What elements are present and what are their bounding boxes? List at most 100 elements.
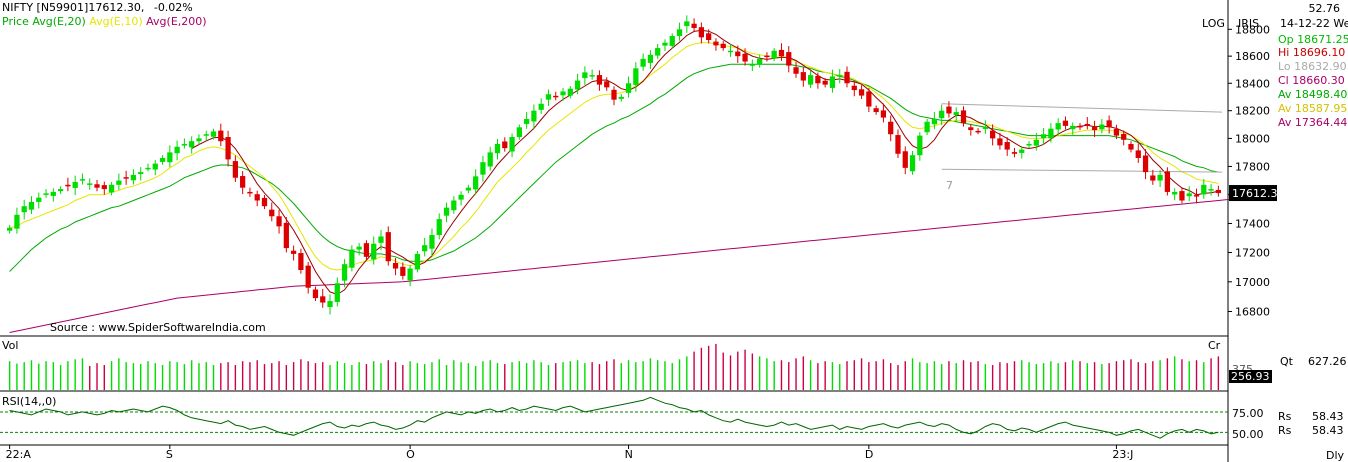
volume-bar [67,361,69,390]
volume-bar [59,365,62,390]
candle [640,53,646,71]
candle-body [436,219,442,236]
x-tick-label: S [166,448,173,461]
candle [298,248,304,274]
current-price-label: 17612.3 [1232,187,1278,200]
volume-bar [460,362,462,390]
volume-bar [1064,362,1067,390]
interval-label[interactable]: Dly [1326,449,1345,462]
trendline-label: 7 [946,179,953,192]
volume-bars [8,343,1220,390]
volume-bar [110,361,113,390]
candle-body [422,245,428,252]
candle-body [1121,133,1127,140]
candle [1193,188,1200,204]
candle [706,29,712,44]
iris-button[interactable]: IRIS [1238,17,1260,30]
candle [79,173,86,185]
candle [931,112,938,130]
volume-bar [1181,359,1183,390]
candle [181,138,188,149]
candle [429,228,435,256]
volume-bar [438,359,440,390]
legend-price: Price [2,15,29,28]
candle-body [14,214,20,229]
candle-body [356,246,362,250]
candle [662,39,668,52]
candle-body [130,174,137,181]
candle [1186,186,1192,202]
candle [1048,123,1054,143]
volume-bar [1093,362,1096,390]
y-tick-label: 18600 [1235,50,1270,63]
volume-bar [649,358,652,390]
candle [1128,141,1134,153]
volume-bar [584,363,586,390]
volume-bar [431,362,433,390]
candle-body [851,85,857,91]
volume-bar [620,363,622,390]
candle-body [625,83,632,93]
log-scale-button[interactable]: LOG [1202,17,1225,30]
candle [203,130,209,141]
candle [1215,185,1221,197]
volume-bar [1115,361,1118,390]
candle [473,169,479,195]
volume-bar [664,361,666,390]
volume-bar [176,362,178,390]
candle [509,133,515,158]
volume-bar [8,361,11,390]
volume-bar [598,364,601,390]
volume-bar [314,363,317,390]
volume-bar [89,366,91,390]
volume-bar [1072,360,1074,390]
candle [560,88,566,101]
candle-body [50,191,56,196]
candle [152,160,158,176]
candle-body [1157,174,1163,181]
candle-body [1019,149,1025,153]
candle [727,44,734,57]
candle-body [1215,189,1221,194]
volume-right-label: Cr [1208,339,1221,352]
candle [844,66,850,88]
candle-body [341,264,348,281]
candle-body [240,176,246,188]
candle-body [167,152,173,163]
candle [1135,143,1141,163]
candle-body [982,127,988,129]
volume-bar [707,345,710,390]
volume-bar [555,363,557,390]
panel-dividers [0,0,1229,462]
candle [1201,179,1207,199]
candle-body [28,201,35,210]
candle [276,209,282,234]
candle-body [138,172,144,175]
candle [480,155,486,182]
volume-bar [212,365,215,390]
volume-bar [729,355,732,390]
volume-bar [948,361,950,390]
candle [939,104,945,126]
candle [1055,118,1061,136]
candle [574,73,581,95]
candle [320,288,326,308]
price-label: 17612.30, [88,1,145,14]
volume-bar [940,364,943,390]
candle-body [1193,195,1200,197]
candle-body [837,75,843,77]
volume-bar [889,363,892,390]
candle [997,132,1003,150]
volume-bar [882,359,885,390]
candle [349,245,355,272]
candle-body [232,161,238,178]
candle-body [1004,142,1010,150]
candle [21,199,27,220]
volume-bar [227,362,229,390]
volume-bar [271,363,273,390]
current-price-box [1229,185,1277,202]
candle [1157,169,1163,187]
ema20-line [9,63,1219,272]
volume-bar [387,360,389,390]
